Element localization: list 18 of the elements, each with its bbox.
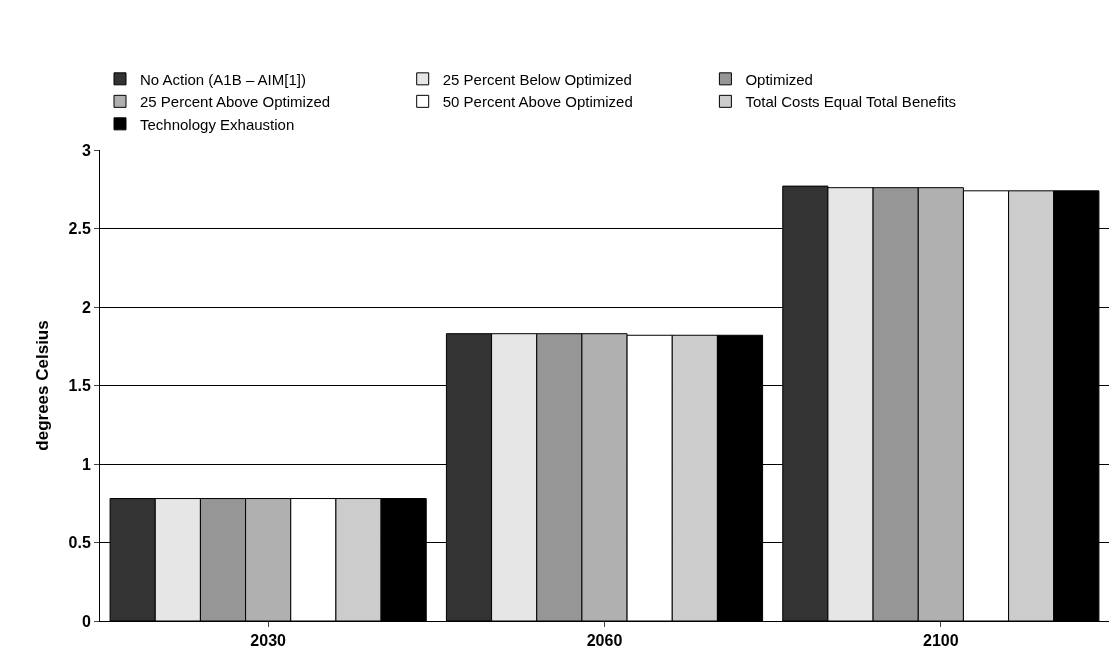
- y-tick-label: 0.5: [68, 534, 91, 552]
- x-tick-label: 2060: [586, 632, 623, 650]
- legend-label: Total Costs Equal Total Benefits: [745, 93, 957, 111]
- y-tick-label: 1.5: [68, 377, 91, 395]
- y-tick-label: 1: [81, 455, 91, 473]
- x-tick-label: 2100: [923, 632, 959, 650]
- legend-label: 50 Percent Above Optimized: [442, 93, 633, 111]
- legend-label: No Action (A1B – AIM[1]): [140, 70, 306, 88]
- y-axis-title: degrees Celsius: [33, 320, 53, 451]
- legend-label: 25 Percent Below Optimized: [442, 70, 632, 88]
- y-tick-label: 0: [81, 612, 91, 630]
- legend-label: Optimized: [745, 70, 813, 88]
- y-tick-label: 2.5: [68, 220, 91, 238]
- legend-label: 25 Percent Above Optimized: [140, 93, 331, 111]
- y-tick-label: 2: [81, 298, 91, 316]
- legend-label: Technology Exhaustion: [140, 115, 295, 133]
- x-tick-label: 2030: [250, 632, 287, 650]
- y-tick-label: 3: [81, 141, 91, 159]
